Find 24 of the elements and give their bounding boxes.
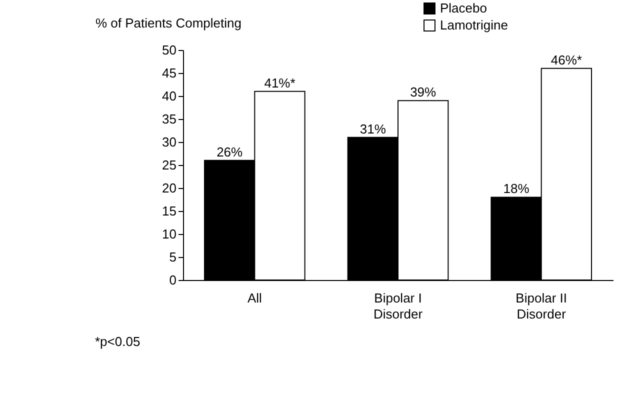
data-label: 41%* xyxy=(264,75,296,90)
y-tick-label: 0 xyxy=(169,272,176,288)
x-tick-label: All xyxy=(247,290,262,306)
x-tick-label: Bipolar I Disorder xyxy=(373,290,424,322)
y-tick-label: 45 xyxy=(162,66,176,80)
data-label: 26% xyxy=(216,144,244,160)
text: *p<0.05 xyxy=(95,334,140,349)
y-tick-label: 5 xyxy=(169,250,176,264)
y-tick-label: 30 xyxy=(162,134,176,150)
x-tick-label: Bipolar II Disorder xyxy=(516,290,567,322)
legend-label: Lamotrigine xyxy=(440,18,508,32)
y-tick-label: 25 xyxy=(162,158,176,172)
data-label: 18% xyxy=(503,181,530,196)
y-tick-label: 40 xyxy=(162,88,176,104)
data-label: 31% xyxy=(360,121,386,136)
y-tick-label: 50 xyxy=(162,42,176,58)
y-tick-label: 35 xyxy=(162,112,176,126)
y-tick-label: 15 xyxy=(162,204,176,218)
y-tick-label: 10 xyxy=(162,226,176,242)
data-label: 46%* xyxy=(550,52,582,68)
data-label: 39% xyxy=(410,84,437,100)
y-tick-label: 20 xyxy=(162,180,176,196)
y-axis-title: % of Patients Completing xyxy=(96,16,242,30)
legend-label: Placebo xyxy=(440,0,487,16)
